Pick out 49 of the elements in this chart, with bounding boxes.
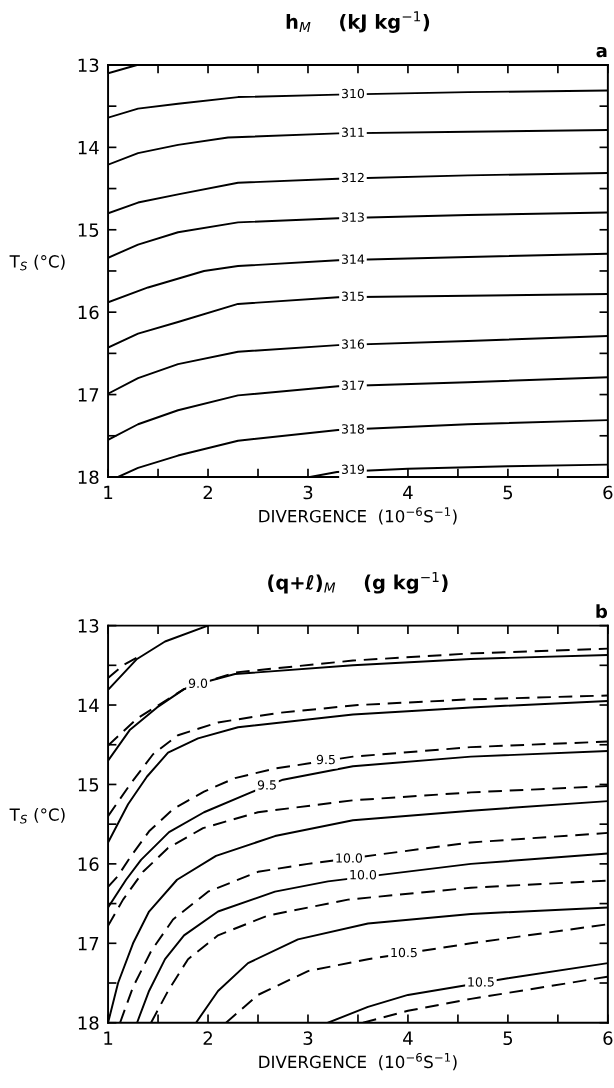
- annotation: 9.0: [188, 678, 208, 688]
- annotation: 9.5: [257, 780, 276, 790]
- x-tick-label: 6: [603, 1031, 613, 1046]
- chart-title: (q+ℓ)$_{M}$ (g kg$^{−1}$): [268, 571, 448, 594]
- y-tick-label: 17: [78, 936, 99, 951]
- annotation: 313: [341, 212, 364, 222]
- annotation: 317: [341, 380, 364, 390]
- y-tick-label: 13: [78, 58, 99, 73]
- x-tick-label: 4: [403, 485, 413, 500]
- chart-title: h$_{M}$ (kJ kg$^{−1}$): [286, 11, 430, 33]
- annotation: 310: [341, 88, 365, 99]
- annotation: 316: [341, 339, 365, 349]
- annotation: 311: [341, 127, 364, 137]
- annotation: 312: [341, 172, 364, 183]
- text: a: [596, 46, 607, 58]
- annotation: 10.0: [336, 853, 363, 863]
- x-tick-label: 5: [503, 1031, 513, 1046]
- x-tick-label: 3: [303, 1031, 313, 1046]
- y-tick-label: 16: [78, 857, 99, 871]
- x-tick-label: 1: [104, 1031, 113, 1045]
- y-tick-label: 14: [78, 141, 99, 155]
- annotation: 9.5: [316, 754, 335, 765]
- y-tick-label: 18: [78, 1016, 99, 1030]
- x-tick-label: 3: [303, 485, 313, 500]
- y-tick-label: 18: [78, 470, 99, 485]
- y-tick-label: 15: [78, 778, 99, 792]
- text: b: [596, 604, 608, 619]
- annotation: 314: [341, 254, 365, 264]
- x-tick-label: 2: [203, 1031, 212, 1045]
- y-tick-label: 17: [78, 388, 99, 402]
- annotation: 10.5: [391, 947, 417, 958]
- y-tick-label: 16: [78, 305, 99, 320]
- annotation: 315: [341, 291, 364, 301]
- y-tick-label: 14: [78, 698, 99, 712]
- annotation: 10.0: [350, 869, 377, 880]
- x-tick-label: 5: [503, 485, 513, 500]
- x-tick-label: 1: [104, 485, 113, 500]
- x-axis-title: DIVERGENCE (10$^{−6}$S$^{−1}$): [259, 507, 457, 525]
- x-tick-label: 6: [603, 485, 613, 500]
- y-tick-label: 13: [78, 619, 99, 633]
- x-axis-title: DIVERGENCE (10$^{−6}$S$^{−1}$): [259, 1052, 457, 1071]
- annotation: 319: [341, 464, 365, 475]
- x-tick-label: 4: [403, 1031, 413, 1045]
- y-axis-title: T$_{S}$ (°C): [9, 254, 65, 271]
- x-tick-label: 2: [203, 485, 212, 500]
- annotation: 10.5: [468, 977, 494, 987]
- y-tick-label: 15: [78, 223, 99, 237]
- y-axis-title: T$_{S}$ (°C): [9, 808, 65, 824]
- annotation: 318: [341, 424, 365, 434]
